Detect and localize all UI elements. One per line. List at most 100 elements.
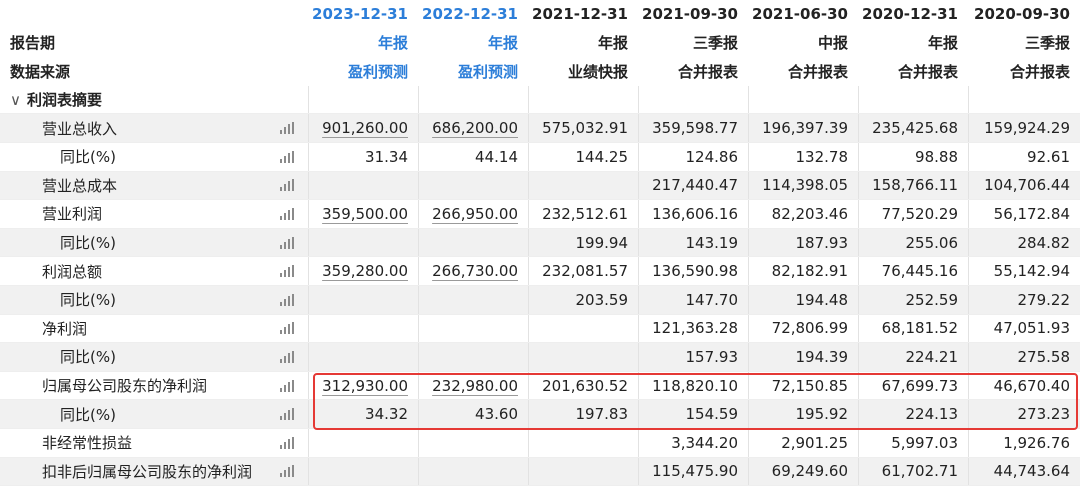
- value-cell[interactable]: 217,440.47: [638, 171, 748, 200]
- value-cell[interactable]: [418, 457, 528, 486]
- value-cell[interactable]: 232,081.57: [528, 257, 638, 285]
- value-cell[interactable]: [418, 343, 528, 371]
- value-cell[interactable]: [308, 171, 418, 200]
- value-cell[interactable]: 201,630.52: [528, 371, 638, 400]
- value-cell[interactable]: 72,150.85: [748, 371, 858, 400]
- bar-chart-icon[interactable]: [280, 379, 296, 392]
- value-cell[interactable]: 154.59: [638, 400, 748, 428]
- bar-chart-icon[interactable]: [280, 408, 296, 421]
- table-row[interactable]: 归属母公司股东的净利润 312,930.00 232,980.00 201,630.5…: [0, 371, 1080, 401]
- bar-chart-icon[interactable]: [280, 207, 296, 220]
- value-cell[interactable]: 901,260.00: [308, 114, 418, 142]
- table-row[interactable]: 利润总额 359,280.00 266,730.00 232,081.57 136,59…: [0, 257, 1080, 286]
- value-cell[interactable]: 194.39: [748, 343, 858, 371]
- value-cell[interactable]: [418, 228, 528, 257]
- value-cell[interactable]: 55,142.94: [968, 257, 1080, 285]
- value-cell[interactable]: 194.48: [748, 285, 858, 314]
- value-cell[interactable]: [528, 457, 638, 486]
- column-date[interactable]: 2020-09-30: [974, 5, 1070, 24]
- value-cell[interactable]: [418, 428, 528, 457]
- value-cell[interactable]: 76,445.16: [858, 257, 968, 285]
- value-cell[interactable]: 61,702.71: [858, 457, 968, 486]
- value-cell[interactable]: [528, 171, 638, 200]
- value-cell[interactable]: 46,670.40: [968, 371, 1080, 400]
- table-row[interactable]: 营业利润 359,500.00 266,950.00 232,512.61 136,60…: [0, 200, 1080, 229]
- value-cell[interactable]: [418, 285, 528, 314]
- value-cell[interactable]: 34.32: [308, 400, 418, 428]
- value-cell[interactable]: 92.61: [968, 142, 1080, 171]
- value-cell[interactable]: [528, 343, 638, 371]
- value-cell[interactable]: 3,344.20: [638, 428, 748, 457]
- value-cell[interactable]: 195.92: [748, 400, 858, 428]
- bar-chart-icon[interactable]: [280, 293, 296, 306]
- value-cell[interactable]: 44,743.64: [968, 457, 1080, 486]
- value-cell[interactable]: 69,249.60: [748, 457, 858, 486]
- value-cell[interactable]: 44.14: [418, 142, 528, 171]
- value-cell[interactable]: [308, 228, 418, 257]
- value-cell[interactable]: 224.13: [858, 400, 968, 428]
- bar-chart-icon[interactable]: [280, 179, 296, 192]
- value-cell[interactable]: [528, 314, 638, 343]
- value-cell[interactable]: 359,280.00: [308, 257, 418, 285]
- value-cell[interactable]: 199.94: [528, 228, 638, 257]
- value-cell[interactable]: 82,203.46: [748, 200, 858, 228]
- value-cell[interactable]: 232,512.61: [528, 200, 638, 228]
- value-cell[interactable]: 312,930.00: [308, 371, 418, 400]
- value-cell[interactable]: 104,706.44: [968, 171, 1080, 200]
- value-cell[interactable]: 115,475.90: [638, 457, 748, 486]
- value-cell[interactable]: [308, 457, 418, 486]
- value-cell[interactable]: 575,032.91: [528, 114, 638, 142]
- value-cell[interactable]: 359,500.00: [308, 200, 418, 228]
- value-cell[interactable]: 77,520.29: [858, 200, 968, 228]
- value-cell[interactable]: 98.88: [858, 142, 968, 171]
- column-date[interactable]: 2023-12-31: [312, 5, 408, 24]
- value-cell[interactable]: 72,806.99: [748, 314, 858, 343]
- table-row[interactable]: 非经常性损益 3,344.20 2,901.25 5,997.03 1,926.76: [0, 428, 1080, 458]
- table-row[interactable]: 扣非后归属母公司股东的净利润 115,475.90 69,249.60 61,702.…: [0, 457, 1080, 487]
- bar-chart-icon[interactable]: [280, 150, 296, 163]
- value-cell[interactable]: [418, 314, 528, 343]
- section-header-cell[interactable]: ∨ 利润表摘要: [0, 86, 308, 114]
- value-cell[interactable]: 224.21: [858, 343, 968, 371]
- table-row[interactable]: 同比(%) 199.94 143.19 187.93 255.06 284.82: [0, 228, 1080, 258]
- value-cell[interactable]: 273.23: [968, 400, 1080, 428]
- value-cell[interactable]: 2,901.25: [748, 428, 858, 457]
- value-cell[interactable]: 82,182.91: [748, 257, 858, 285]
- column-date[interactable]: 2020-12-31: [862, 5, 958, 24]
- value-cell[interactable]: 359,598.77: [638, 114, 748, 142]
- value-cell[interactable]: 47,051.93: [968, 314, 1080, 343]
- value-cell[interactable]: 132.78: [748, 142, 858, 171]
- value-cell[interactable]: 124.86: [638, 142, 748, 171]
- bar-chart-icon[interactable]: [280, 122, 296, 135]
- value-cell[interactable]: 144.25: [528, 142, 638, 171]
- value-cell[interactable]: 56,172.84: [968, 200, 1080, 228]
- value-cell[interactable]: [308, 343, 418, 371]
- value-cell[interactable]: 203.59: [528, 285, 638, 314]
- value-cell[interactable]: 5,997.03: [858, 428, 968, 457]
- value-cell[interactable]: 187.93: [748, 228, 858, 257]
- chevron-down-icon[interactable]: ∨: [10, 91, 21, 110]
- value-cell[interactable]: 279.22: [968, 285, 1080, 314]
- bar-chart-icon[interactable]: [280, 236, 296, 249]
- value-cell[interactable]: [418, 171, 528, 200]
- table-row[interactable]: 同比(%) 157.93 194.39 224.21 275.58: [0, 343, 1080, 372]
- value-cell[interactable]: [308, 285, 418, 314]
- value-cell[interactable]: 68,181.52: [858, 314, 968, 343]
- value-cell[interactable]: 255.06: [858, 228, 968, 257]
- value-cell[interactable]: 266,730.00: [418, 257, 528, 285]
- value-cell[interactable]: 1,926.76: [968, 428, 1080, 457]
- value-cell[interactable]: 232,980.00: [418, 371, 528, 400]
- bar-chart-icon[interactable]: [280, 436, 296, 449]
- table-row[interactable]: 营业总收入 901,260.00 686,200.00 575,032.91 359,5…: [0, 114, 1080, 143]
- column-date[interactable]: 2022-12-31: [422, 5, 518, 24]
- value-cell[interactable]: 196,397.39: [748, 114, 858, 142]
- value-cell[interactable]: 284.82: [968, 228, 1080, 257]
- value-cell[interactable]: [308, 314, 418, 343]
- value-cell[interactable]: 136,590.98: [638, 257, 748, 285]
- table-row[interactable]: 净利润 121,363.28 72,806.99 68,181.52 47,051.93: [0, 314, 1080, 344]
- bar-chart-icon[interactable]: [280, 465, 296, 478]
- value-cell[interactable]: 157.93: [638, 343, 748, 371]
- value-cell[interactable]: 275.58: [968, 343, 1080, 371]
- value-cell[interactable]: 114,398.05: [748, 171, 858, 200]
- value-cell[interactable]: 266,950.00: [418, 200, 528, 228]
